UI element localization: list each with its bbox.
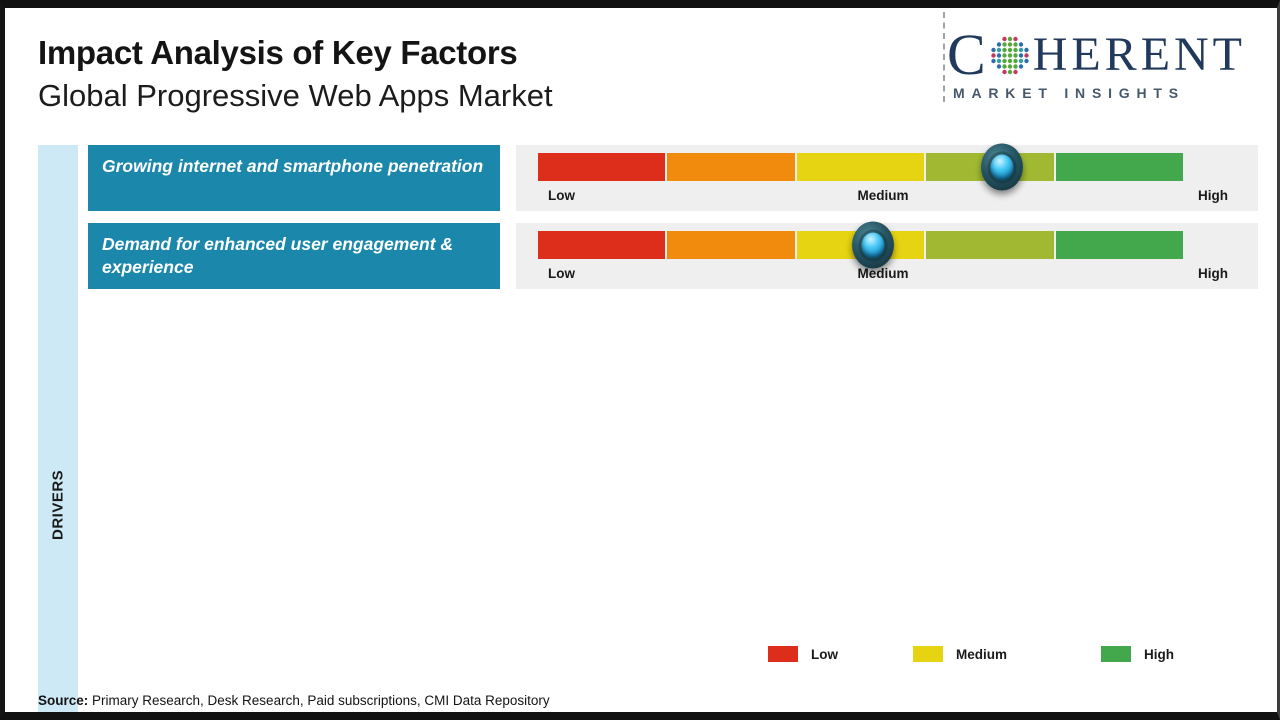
bar-segment-green	[1055, 231, 1184, 259]
factor-row: Demand for enhanced user engagement & ex…	[88, 221, 1258, 289]
logo-divider	[943, 12, 945, 102]
scale-high-label: High	[1198, 266, 1228, 281]
legend-item-high: High	[1101, 646, 1174, 662]
page-subtitle: Global Progressive Web Apps Market	[38, 78, 553, 113]
scale-labels: Low Medium High	[538, 188, 1228, 204]
page-title: Impact Analysis of Key Factors	[38, 34, 518, 71]
scale-high-label: High	[1198, 188, 1228, 203]
legend-swatch-medium	[913, 646, 943, 662]
factor-label: Growing internet and smartphone penetrat…	[88, 145, 500, 211]
legend-label: Low	[811, 646, 838, 662]
title-block: Impact Analysis of Key Factors Global Pr…	[38, 34, 553, 114]
scale-medium-label: Medium	[857, 188, 909, 203]
scale-low-label: Low	[548, 266, 575, 281]
legend-label: Medium	[956, 646, 1008, 662]
brand-letter-c: C	[947, 22, 986, 87]
bar-segment-orange	[667, 153, 795, 181]
impact-knob[interactable]	[981, 143, 1024, 191]
source-prefix: Source:	[38, 693, 89, 708]
scale-low-label: Low	[548, 188, 575, 203]
legend-swatch-high	[1101, 646, 1131, 662]
scale-labels: Low Medium High	[538, 266, 1228, 282]
scale-medium-label: Medium	[857, 266, 909, 281]
impact-bar	[538, 221, 1184, 269]
legend: Low Medium High	[5, 646, 1277, 666]
brand-tagline: MARKET INSIGHTS	[953, 85, 1185, 101]
factor-groups: DRIVERS Growing internet and smartphone …	[38, 143, 1258, 712]
brand-letters-rest: HERENT	[1032, 28, 1246, 81]
bar-segment-orange	[667, 231, 795, 259]
legend-item-medium: Medium	[913, 646, 1007, 662]
bar-segment-red	[538, 153, 666, 181]
bar-segment-green	[1055, 153, 1184, 181]
legend-label: High	[1144, 646, 1174, 662]
legend-item-low: Low	[768, 646, 838, 662]
factor-label: Demand for enhanced user engagement & ex…	[88, 223, 500, 289]
impact-bar	[538, 143, 1184, 191]
company-logo: C HERENT MARKET INSIGHTS	[947, 26, 1259, 102]
bar-segment-red	[538, 231, 666, 259]
category-label: DRIVERS	[49, 469, 67, 541]
factor-row: Growing internet and smartphone penetrat…	[88, 143, 1258, 211]
group-drivers: DRIVERS Growing internet and smartphone …	[38, 143, 1258, 712]
category-tab-drivers: DRIVERS	[38, 145, 78, 712]
coherent-globe-icon	[990, 36, 1029, 75]
brand-wordmark: C HERENT	[947, 26, 1259, 84]
source-line: Source: Primary Research, Desk Research,…	[38, 693, 550, 708]
impact-knob[interactable]	[852, 221, 895, 269]
impact-scale: Low Medium High	[516, 143, 1258, 211]
bar-segment-olive	[926, 231, 1054, 259]
legend-swatch-low	[768, 646, 798, 662]
impact-scale: Low Medium High	[516, 221, 1258, 289]
bar-segment-yellow	[796, 153, 925, 181]
source-text: Primary Research, Desk Research, Paid su…	[88, 693, 550, 708]
